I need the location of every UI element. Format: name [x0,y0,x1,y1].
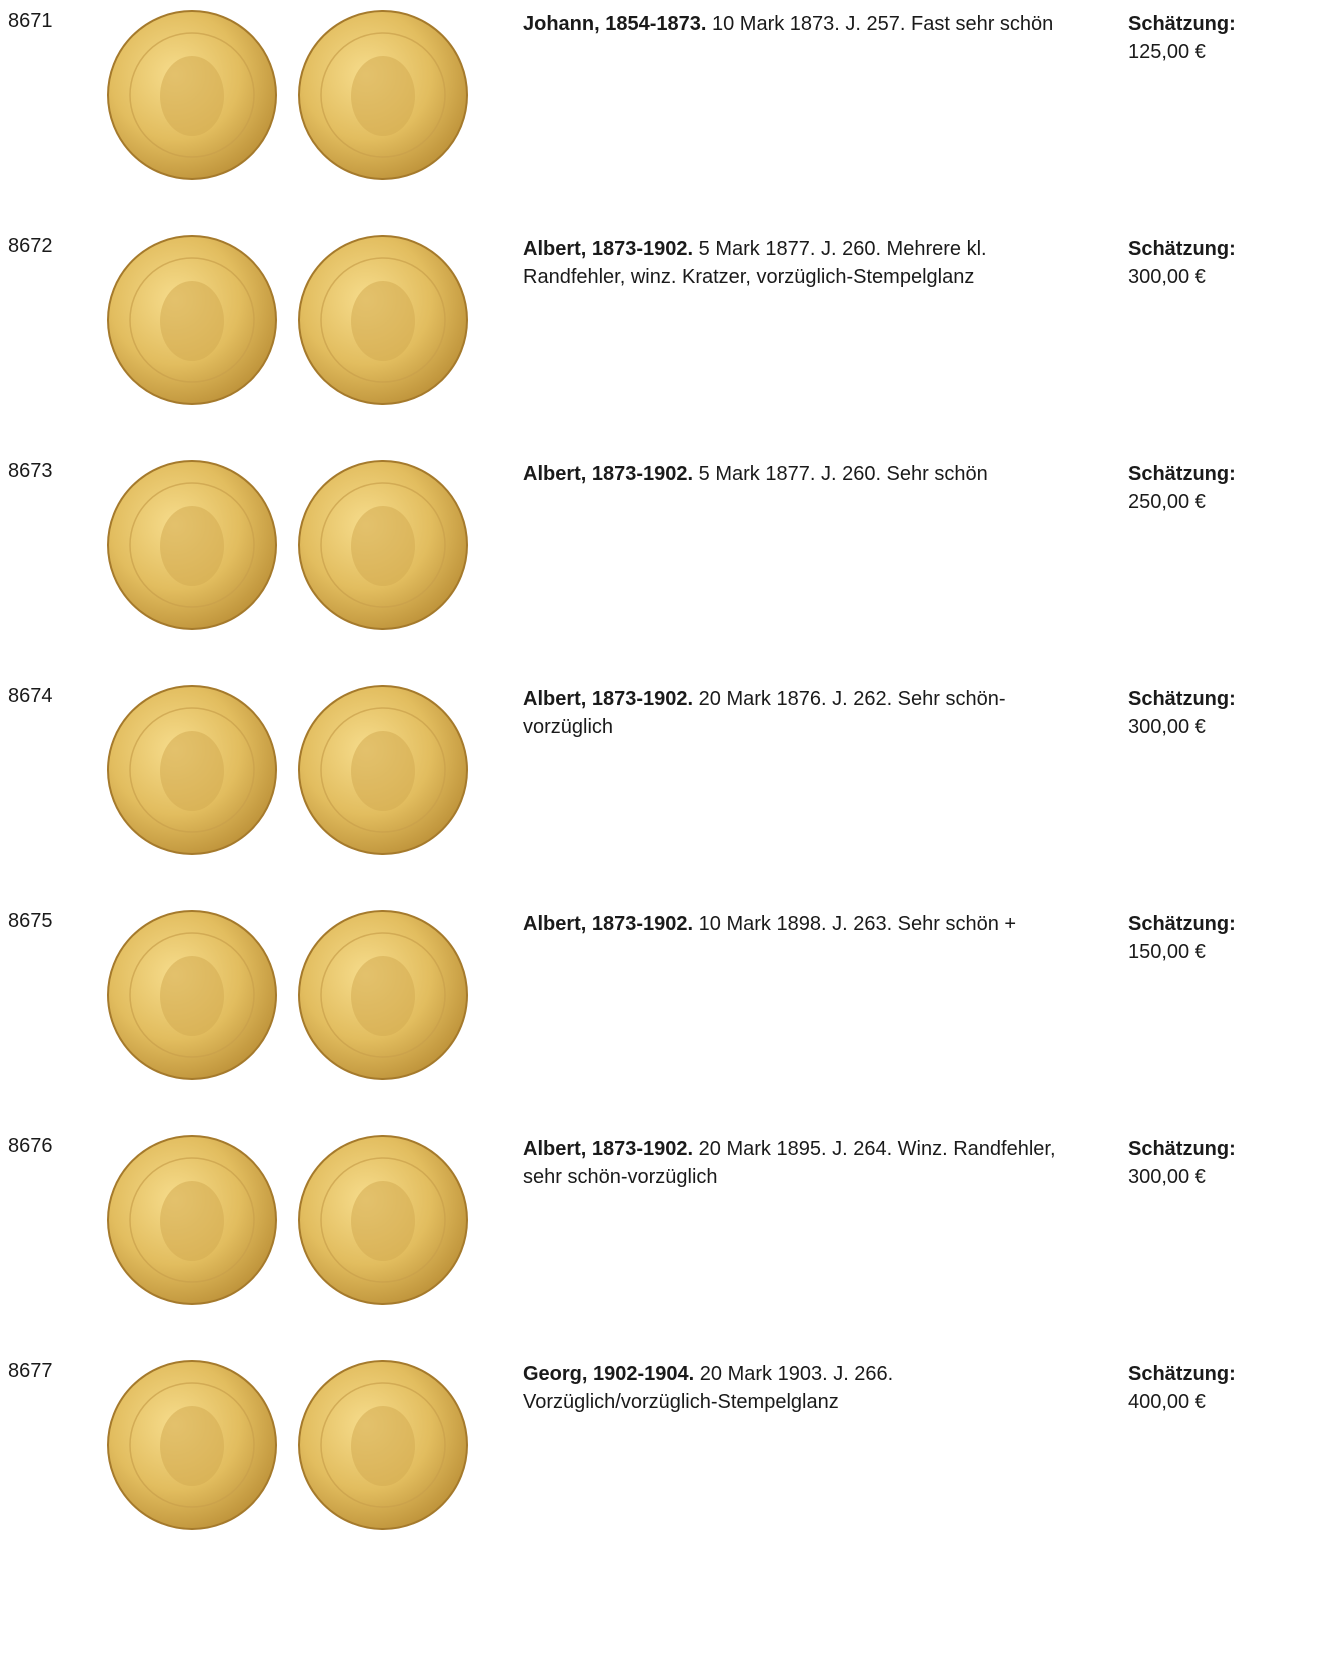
coin-obverse [107,910,277,1080]
lot-text: 10 Mark 1898. J. 263. Sehr schön + [698,913,1017,935]
estimate-label: Schätzung: [1128,913,1236,935]
lot-number: 8671 [8,10,53,32]
estimate-value: 300,00 € [1128,716,1206,738]
estimate: Schätzung: 300,00 € [1128,1135,1236,1191]
lot-text: 20 Mark 1876. J. 262. Sehr schön-vorzügl… [523,688,1006,738]
lot-title: Johann, 1854-1873. [523,13,707,35]
estimate: Schätzung: 150,00 € [1128,910,1236,966]
estimate: Schätzung: 125,00 € [1128,10,1236,66]
coin-reverse [298,1135,468,1305]
lot-row: 8677 Georg, 1902-1904. 20 Mark 1903. J. 2… [0,1350,1327,1575]
lot-title: Albert, 1873-1902. [523,238,694,260]
estimate-label: Schätzung: [1128,463,1236,485]
lot-number: 8674 [8,685,53,707]
coin-obverse [107,460,277,630]
estimate: Schätzung: 400,00 € [1128,1360,1236,1416]
lot-row: 8674 Albert, 1873-1902. 20 Mark 1876. J. … [0,675,1327,900]
estimate-value: 250,00 € [1128,491,1206,513]
lot-title: Albert, 1873-1902. [523,913,694,935]
estimate-label: Schätzung: [1128,238,1236,260]
estimate: Schätzung: 300,00 € [1128,685,1236,741]
lot-text: 5 Mark 1877. J. 260. Sehr schön [698,463,988,485]
estimate-label: Schätzung: [1128,13,1236,35]
lot-title: Albert, 1873-1902. [523,688,694,710]
estimate-value: 150,00 € [1128,941,1206,963]
lot-title: Albert, 1873-1902. [523,1138,694,1160]
lot-number: 8675 [8,910,53,932]
coin-obverse [107,1360,277,1530]
lot-number: 8677 [8,1360,53,1382]
estimate-label: Schätzung: [1128,1138,1236,1160]
coin-reverse [298,10,468,180]
lot-row: 8675 Albert, 1873-1902. 10 Mark 1898. J. … [0,900,1327,1125]
estimate-value: 400,00 € [1128,1391,1206,1413]
lot-number: 8673 [8,460,53,482]
lot-text: 10 Mark 1873. J. 257. Fast sehr schön [712,13,1054,35]
lot-text: 20 Mark 1895. J. 264. Winz. Randfehler, … [523,1138,1056,1188]
estimate: Schätzung: 300,00 € [1128,235,1236,291]
coin-obverse [107,10,277,180]
lot-title: Georg, 1902-1904. [523,1363,695,1385]
coin-reverse [298,235,468,405]
lot-number: 8672 [8,235,53,257]
lot-description: Georg, 1902-1904. 20 Mark 1903. J. 266. … [523,1360,1073,1416]
lot-row: 8673 Albert, 1873-1902. 5 Mark 1877. J. 2… [0,450,1327,675]
coin-reverse [298,685,468,855]
estimate: Schätzung: 250,00 € [1128,460,1236,516]
lot-row: 8672 Albert, 1873-1902. 5 Mark 1877. J. 2… [0,225,1327,450]
lot-description: Johann, 1854-1873. 10 Mark 1873. J. 257.… [523,10,1073,38]
lot-description: Albert, 1873-1902. 20 Mark 1876. J. 262.… [523,685,1073,741]
estimate-value: 125,00 € [1128,41,1206,63]
lot-description: Albert, 1873-1902. 20 Mark 1895. J. 264.… [523,1135,1073,1191]
lot-number: 8676 [8,1135,53,1157]
coin-obverse [107,235,277,405]
lot-text: 5 Mark 1877. J. 260. Mehrere kl. Randfeh… [523,238,987,288]
lot-description: Albert, 1873-1902. 5 Mark 1877. J. 260. … [523,460,1073,488]
lot-title: Albert, 1873-1902. [523,463,694,485]
coin-reverse [298,460,468,630]
lot-text: 20 Mark 1903. J. 266. Vorzüglich/vorzügl… [523,1363,894,1413]
lot-row: 8671 Johann, 1854-1873. 10 Mark 1873. J. … [0,0,1327,225]
coin-reverse [298,910,468,1080]
coin-reverse [298,1360,468,1530]
lot-description: Albert, 1873-1902. 10 Mark 1898. J. 263.… [523,910,1073,938]
estimate-value: 300,00 € [1128,266,1206,288]
estimate-value: 300,00 € [1128,1166,1206,1188]
lot-description: Albert, 1873-1902. 5 Mark 1877. J. 260. … [523,235,1073,291]
coin-obverse [107,1135,277,1305]
coin-obverse [107,685,277,855]
estimate-label: Schätzung: [1128,688,1236,710]
estimate-label: Schätzung: [1128,1363,1236,1385]
lot-row: 8676 Albert, 1873-1902. 20 Mark 1895. J. … [0,1125,1327,1350]
